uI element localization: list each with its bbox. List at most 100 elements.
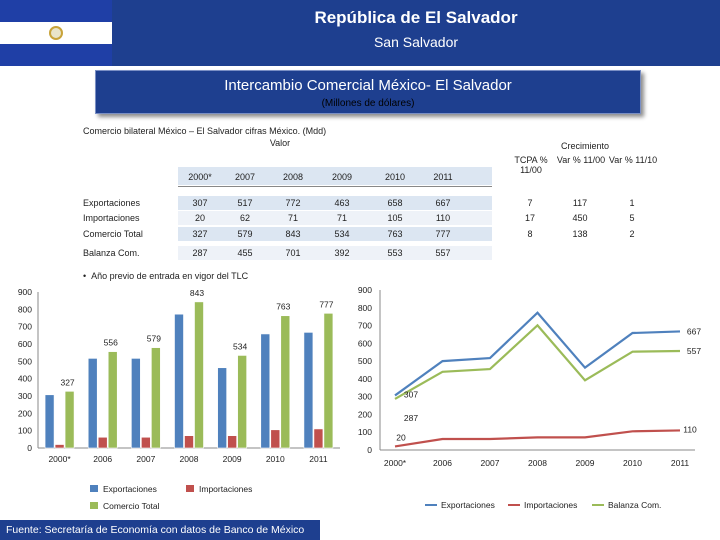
section-banner: Intercambio Comercial México- El Salvado… xyxy=(95,70,641,114)
bar-y-tick-label: 300 xyxy=(18,391,32,401)
line-x-tick-label: 2007 xyxy=(481,458,500,468)
table-header-band xyxy=(178,167,492,185)
table-cell: 392 xyxy=(334,248,350,258)
banner-subtitle: (Millones de dólares) xyxy=(321,98,415,109)
bar-y-tick-label: 700 xyxy=(18,322,32,332)
bar-y-tick-label: 400 xyxy=(18,374,32,384)
line-legend-label: Exportaciones xyxy=(441,500,495,510)
table-header-rule xyxy=(178,186,492,187)
line-data-label: 557 xyxy=(687,346,701,356)
line-y-tick-label: 500 xyxy=(358,356,372,366)
el-salvador-flag-icon xyxy=(0,0,112,66)
table-row-band xyxy=(178,227,492,241)
line-y-tick-label: 700 xyxy=(358,321,372,331)
bar-y-tick-label: 900 xyxy=(18,287,32,297)
table-growth-cell: 17 xyxy=(524,213,535,223)
bar-legend-swatch xyxy=(90,502,98,509)
table-column-header: 2010 xyxy=(384,172,406,182)
bar-comercio-total xyxy=(280,315,291,449)
line-legend-label: Balanza Com. xyxy=(608,500,661,510)
table-growth-cell: 8 xyxy=(527,229,533,239)
table-cell: 534 xyxy=(334,229,350,239)
line-y-tick-label: 800 xyxy=(358,303,372,313)
table-cell: 667 xyxy=(435,198,451,208)
bar-y-tick-label: 600 xyxy=(18,339,32,349)
bar-exportaciones xyxy=(87,358,98,449)
bar-data-label: 843 xyxy=(190,288,204,298)
table-footnote: • Año previo de entrada en vigor del TLC xyxy=(83,271,249,281)
table-value-header: Valor xyxy=(269,138,291,148)
table-growth-cell: 5 xyxy=(629,213,635,223)
table-footnote-text: Año previo de entrada en vigor del TLC xyxy=(91,271,249,281)
header-bar xyxy=(0,0,720,66)
line-data-label: 110 xyxy=(683,424,697,434)
table-cell: 658 xyxy=(387,198,403,208)
bar-y-tick-label: 500 xyxy=(18,356,32,366)
table-row-label: Balanza Com. xyxy=(83,248,140,258)
table-cell: 557 xyxy=(435,248,451,258)
bar-legend-swatch xyxy=(90,485,98,492)
table-row-band xyxy=(178,211,492,225)
line-y-tick-label: 100 xyxy=(358,427,372,437)
line-y-tick-label: 600 xyxy=(358,338,372,348)
table-cell: 62 xyxy=(239,213,250,223)
bar-exportaciones xyxy=(44,394,55,449)
table-cell: 701 xyxy=(285,248,301,258)
bar-importaciones xyxy=(97,436,108,449)
bar-exportaciones xyxy=(260,333,271,449)
bar-comercio-total xyxy=(323,313,334,449)
table-cell: 772 xyxy=(285,198,301,208)
table-growth-column-header: TCPA % 11/00 xyxy=(514,155,548,175)
line-legend-label: Importaciones xyxy=(524,500,577,510)
table-cell: 455 xyxy=(237,248,253,258)
table-cell: 553 xyxy=(387,248,403,258)
bar-y-tick-label: 100 xyxy=(18,426,32,436)
bar-legend-label: Importaciones xyxy=(199,484,252,494)
table-row-label: Importaciones xyxy=(83,213,140,223)
table-growth-cell: 450 xyxy=(572,213,588,223)
bar-data-label: 534 xyxy=(233,341,247,351)
bar-comercio-total xyxy=(64,391,75,449)
table-cell: 763 xyxy=(387,229,403,239)
bar-x-tick-label: 2006 xyxy=(93,454,112,464)
line-x-tick-label: 2006 xyxy=(433,458,452,468)
line-x-tick-label: 2010 xyxy=(623,458,642,468)
line-chart: 0 100 200 300 400 500 600 700 800 900 2000* 2006 200… xyxy=(358,285,702,510)
table-cell: 20 xyxy=(194,213,205,223)
table-column-header: 2000* xyxy=(188,172,212,182)
line-data-label: 667 xyxy=(687,326,701,336)
bar-legend-label: Exportaciones xyxy=(103,484,157,494)
bar-x-tick-label: 2010 xyxy=(266,454,285,464)
bar-data-label: 777 xyxy=(319,299,333,309)
bar-comercio-total xyxy=(237,355,247,449)
line-y-tick-label: 900 xyxy=(358,285,372,295)
bar-importaciones xyxy=(270,429,281,449)
bar-y-tick-label: 0 xyxy=(27,443,32,453)
table-cell: 517 xyxy=(237,198,253,208)
table-cell: 287 xyxy=(192,248,208,258)
header-title: República de El Salvador xyxy=(314,8,518,27)
table-cell: 71 xyxy=(287,213,298,223)
table-row-label: Comercio Total xyxy=(83,229,143,239)
table-row-band xyxy=(178,196,492,210)
table-caption: Comercio bilateral México – El Salvador … xyxy=(83,126,327,136)
bar-y-tick-label: 200 xyxy=(18,408,32,418)
bar-exportaciones xyxy=(131,358,141,449)
table-growth-column-header: Var % 11/10 xyxy=(608,155,658,165)
bar-exportaciones xyxy=(217,367,227,449)
line-y-tick-label: 300 xyxy=(358,392,372,402)
source-footer: Fuente: Secretaría de Economía con datos… xyxy=(0,520,320,540)
table-cell: 327 xyxy=(192,229,208,239)
table-growth-cell: 117 xyxy=(572,198,588,208)
table-growth-cell: 2 xyxy=(629,229,635,239)
line-x-tick-label: 2009 xyxy=(576,458,595,468)
bar-importaciones xyxy=(313,428,324,449)
bar-importaciones xyxy=(227,435,237,449)
table-row-band xyxy=(178,246,492,260)
line-y-tick-label: 400 xyxy=(358,374,372,384)
bar-comercio-total xyxy=(107,351,118,449)
table-growth-column-header: Var % 11/00 xyxy=(556,155,606,165)
table-column-header: 2009 xyxy=(331,172,353,182)
bar-comercio-total xyxy=(194,301,204,449)
banner-title: Intercambio Comercial México- El Salvado… xyxy=(224,77,512,94)
